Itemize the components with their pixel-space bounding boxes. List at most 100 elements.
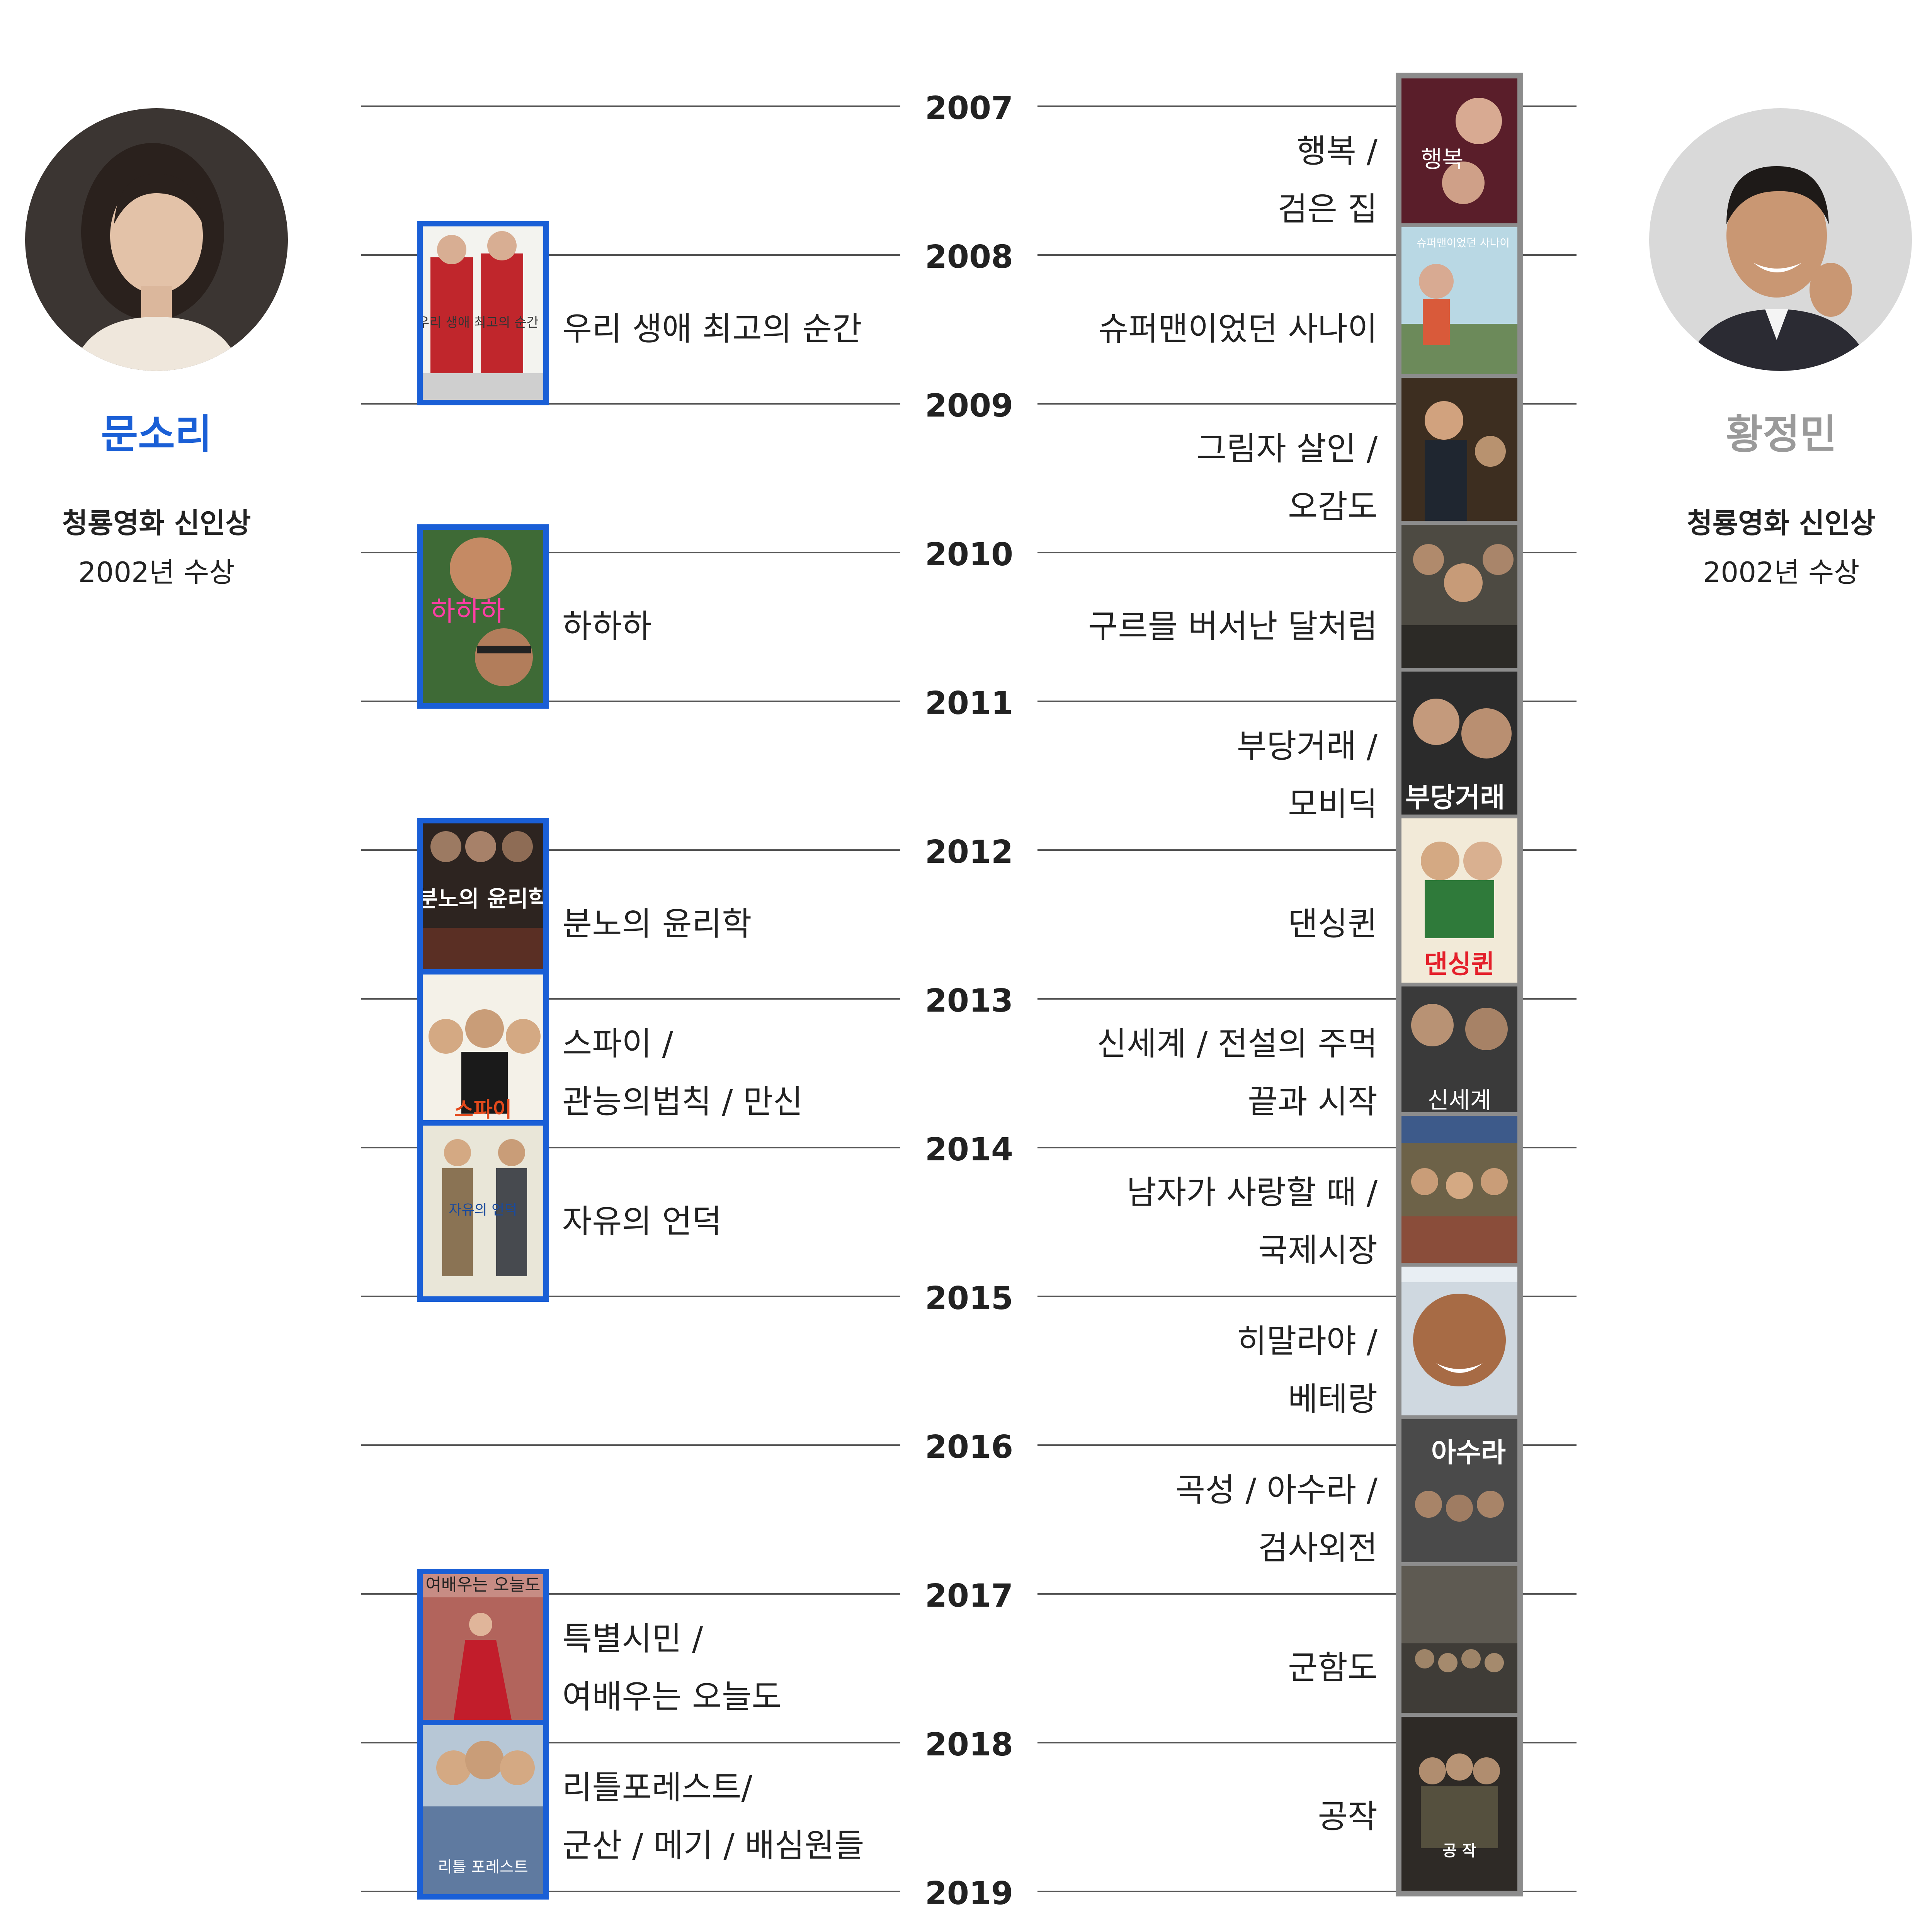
left-film-title: 특별시민 / [562, 1619, 703, 1658]
right-person-award: 청룡영화 신인상 [1687, 507, 1876, 539]
left-poster-2010: 하하하 [417, 524, 549, 709]
right-film-title: 슈퍼맨이었던 사나이 [1098, 310, 1378, 348]
right-film-title: 군함도 [1288, 1648, 1378, 1687]
poster-title-text: 분노의 윤리학 [423, 886, 543, 912]
year-label: 2012 [925, 834, 1014, 871]
poster-title-text: 댄싱퀸 [1424, 949, 1495, 979]
year-label: 2018 [925, 1726, 1014, 1763]
right-film-title: 부당거래 / [1236, 727, 1378, 765]
left-film-title: 군산 / 메기 / 배심원들 [562, 1826, 864, 1864]
poster-title-text: 우리 생애 최고의 순간 [423, 315, 539, 330]
year-line-right [1037, 552, 1577, 553]
right-film-title: 댄싱퀸 [1288, 905, 1378, 943]
right-poster-2010 [1401, 525, 1517, 668]
right-film-title: 국제시장 [1258, 1231, 1378, 1269]
left-film-title: 자유의 언덕 [562, 1202, 722, 1240]
year-label: 2011 [925, 685, 1014, 722]
left-film-title: 하하하 [562, 607, 652, 645]
avatar-hwang-jungmin [1649, 108, 1912, 371]
left-film-title: 우리 생애 최고의 순간 [562, 310, 862, 348]
poster-title-text: 리틀 포레스트 [438, 1858, 528, 1876]
poster-title-text: 자유의 언덕 [449, 1202, 517, 1218]
left-film-title: 리틀포레스트/ [562, 1768, 752, 1806]
poster-title-text: 공 작 [1442, 1842, 1476, 1860]
left-poster-2008: 우리 생애 최고의 순간 [417, 221, 549, 405]
right-film-title: 그림자 살인 / [1196, 429, 1378, 468]
year-line-right [1037, 1147, 1577, 1148]
year-line-left [361, 849, 900, 851]
right-film-title: 모비딕 [1288, 785, 1378, 823]
right-poster-2013: 신세계 [1401, 986, 1517, 1112]
year-line-left [361, 552, 900, 553]
year-line-right [1037, 254, 1577, 256]
year-label: 2010 [925, 536, 1014, 573]
right-film-title: 남자가 사랑할 때 / [1126, 1173, 1378, 1211]
year-line-left [361, 254, 900, 256]
year-line-right [1037, 849, 1577, 851]
poster-title-text: 스파이 [454, 1097, 512, 1120]
year-line-left [361, 998, 900, 1000]
portrait-icon [1649, 108, 1912, 371]
year-line-left [361, 403, 900, 405]
year-line-left [361, 701, 900, 702]
year-line-right [1037, 1444, 1577, 1446]
left-poster-2018: 리틀 포레스트 [417, 1720, 549, 1900]
left-poster-2017: 여배우는 오늘도 [417, 1569, 549, 1725]
right-poster-2007: 행복 [1401, 78, 1517, 223]
year-line-right [1037, 1593, 1577, 1595]
year-label: 2014 [925, 1131, 1014, 1168]
year-line-left [361, 1593, 900, 1595]
year-line-left [361, 1891, 900, 1892]
right-poster-2011: 부당거래 [1401, 672, 1517, 815]
year-line-right [1037, 403, 1577, 405]
right-film-title: 검은 집 [1277, 190, 1378, 228]
right-poster-2017 [1401, 1566, 1517, 1713]
right-poster-2012: 댄싱퀸 [1401, 818, 1517, 983]
right-poster-2015 [1401, 1267, 1517, 1415]
right-film-title: 베테랑 [1288, 1380, 1378, 1418]
year-line-right [1037, 701, 1577, 702]
right-person-award-year: 2002년 수상 [1703, 556, 1860, 588]
right-person-name: 황정민 [1726, 411, 1837, 458]
left-film-title: 관능의법칙 / 만신 [562, 1082, 803, 1121]
year-line-left [361, 1296, 900, 1297]
poster-title-text: 행복 [1421, 146, 1463, 173]
right-film-title: 끝과 시작 [1248, 1082, 1378, 1121]
year-line-right [1037, 1891, 1577, 1892]
right-film-title: 구르믈 버서난 달처럼 [1088, 607, 1378, 645]
left-poster-2013: 스파이 [417, 969, 549, 1126]
left-person-name: 문소리 [101, 411, 212, 458]
left-film-title: 분노의 윤리학 [562, 905, 752, 943]
right-film-title: 공작 [1318, 1797, 1378, 1835]
left-person-award-year: 2002년 수상 [78, 556, 235, 588]
poster-title-text: 여배우는 오늘도 [425, 1575, 540, 1595]
year-label: 2008 [925, 239, 1014, 276]
left-person-award: 청룡영화 신인상 [62, 507, 251, 539]
year-label: 2007 [925, 90, 1014, 127]
right-film-title: 신세계 / 전설의 주먹 [1097, 1024, 1378, 1063]
poster-title-text: 슈퍼맨이었던 사나이 [1417, 236, 1510, 249]
right-film-title: 오감도 [1288, 487, 1378, 526]
year-label: 2017 [925, 1578, 1014, 1614]
avatar-moon-sori [25, 108, 288, 371]
year-label: 2016 [925, 1429, 1014, 1466]
left-film-title: 스파이 / [562, 1024, 673, 1063]
year-label: 2013 [925, 983, 1014, 1019]
right-poster-2009 [1401, 378, 1517, 521]
right-film-title: 히말라야 / [1236, 1322, 1378, 1360]
year-line-right [1037, 1296, 1577, 1297]
year-line-right [1037, 105, 1577, 107]
year-line-right [1037, 998, 1577, 1000]
left-poster-2012: 분노의 윤리학 [417, 818, 549, 975]
year-line-left [361, 1147, 900, 1148]
poster-title-text: 아수라 [1431, 1437, 1506, 1468]
poster-title-text: 부당거래 [1405, 782, 1505, 813]
left-poster-2014: 자유의 언덕 [417, 1120, 549, 1302]
left-film-title: 여배우는 오늘도 [562, 1677, 782, 1716]
year-label: 2019 [925, 1875, 1014, 1912]
right-film-title: 행복 / [1296, 132, 1378, 170]
portrait-icon [25, 108, 288, 371]
poster-title-text: 신세계 [1427, 1087, 1492, 1112]
right-poster-2016: 아수라 [1401, 1419, 1517, 1562]
right-film-title: 검사외전 [1258, 1529, 1378, 1567]
